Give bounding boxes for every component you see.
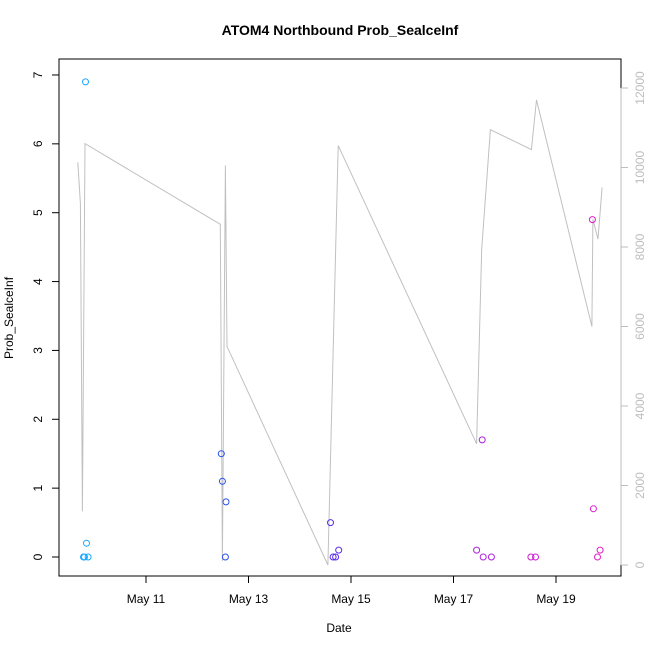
data-point-9 [327, 519, 334, 527]
data-point-22 [596, 546, 604, 554]
data-point-14 [478, 436, 486, 444]
y-tick-label-1: 1 [31, 484, 45, 491]
data-point-4 [81, 553, 88, 561]
data-point-13 [473, 546, 481, 554]
y2-tick-label-5: 10000 [633, 150, 647, 184]
x-tick-label-0: May 11 [127, 592, 166, 606]
secondary-series-line [77, 99, 603, 566]
y2-tick-label-6: 12000 [633, 71, 647, 105]
data-point-3 [84, 553, 92, 561]
data-point-21 [594, 553, 601, 561]
y2-tick-label-4: 8000 [633, 233, 647, 260]
y-axis-label: Prob_SealceInf [2, 276, 16, 359]
y-tick-label-6: 6 [31, 140, 45, 147]
data-point-8 [221, 553, 229, 561]
y-tick-label-3: 3 [31, 347, 45, 354]
data-points [80, 78, 604, 561]
y-tick-label-0: 0 [31, 553, 45, 560]
y2-tick-label-3: 6000 [633, 313, 647, 340]
data-point-20 [589, 505, 597, 513]
y2-tick-label-1: 2000 [633, 472, 647, 499]
y-axis-left: 0 1 2 3 4 5 6 7 [31, 71, 60, 560]
y-tick-label-7: 7 [31, 71, 45, 78]
x-tick-label-3: May 17 [434, 592, 474, 606]
data-point-11 [332, 553, 340, 561]
data-point-6 [218, 477, 226, 485]
y-axis-right: 0 2000 4000 6000 8000 10000 12000 [620, 71, 647, 568]
data-point-15 [479, 553, 487, 561]
data-point-19 [588, 216, 596, 224]
chart-title: ATOM4 Northbound Prob_SealceInf [222, 22, 459, 38]
data-point-2 [83, 539, 90, 547]
x-tick-label-4: May 19 [536, 592, 576, 606]
data-point-7 [222, 498, 230, 506]
x-tick-label-2: May 15 [331, 592, 371, 606]
y-tick-label-2: 2 [31, 416, 45, 423]
data-point-18 [532, 553, 539, 561]
plot-frame [58, 58, 622, 577]
data-point-16 [487, 553, 495, 561]
y-tick-label-5: 5 [31, 209, 45, 216]
y2-tick-label-2: 4000 [633, 392, 647, 419]
data-point-1 [82, 78, 89, 86]
secondary-line-path [77, 99, 603, 566]
x-axis-label: Date [326, 621, 352, 635]
data-point-17 [527, 553, 535, 561]
data-point-5 [217, 450, 225, 458]
y-tick-label-4: 4 [31, 278, 45, 285]
data-point-12 [335, 546, 343, 554]
data-point-10 [329, 553, 337, 561]
x-tick-label-1: May 13 [229, 592, 269, 606]
x-axis: May 11 May 13 May 15 May 17 May 19 [127, 575, 576, 606]
y2-tick-label-0: 0 [633, 561, 647, 568]
